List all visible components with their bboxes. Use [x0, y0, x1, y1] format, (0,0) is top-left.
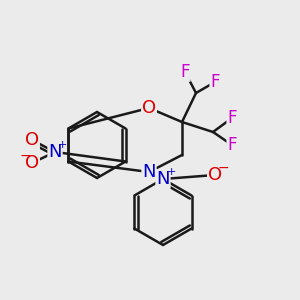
Text: −: − — [19, 149, 31, 163]
Text: O: O — [25, 131, 39, 149]
Text: F: F — [210, 73, 220, 91]
Text: O: O — [142, 99, 156, 117]
Text: F: F — [227, 109, 237, 127]
Text: O: O — [208, 166, 222, 184]
Text: N: N — [156, 170, 170, 188]
Text: +: + — [166, 167, 176, 177]
Text: O: O — [25, 154, 39, 172]
Text: N: N — [142, 163, 156, 181]
Text: N: N — [48, 143, 62, 161]
Text: F: F — [180, 63, 190, 81]
Text: −: − — [217, 161, 229, 175]
Text: +: + — [57, 140, 67, 150]
Text: F: F — [227, 136, 237, 154]
